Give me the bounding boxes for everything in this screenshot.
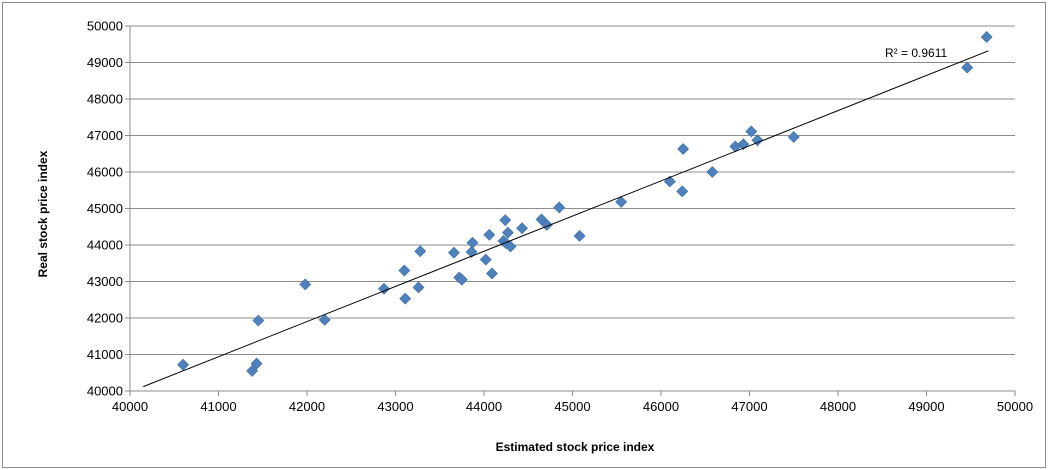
data-point bbox=[677, 143, 690, 155]
x-tick-label: 40000 bbox=[112, 399, 148, 414]
data-point bbox=[751, 134, 764, 147]
data-point bbox=[501, 226, 514, 239]
x-tick-label: 45000 bbox=[554, 399, 590, 414]
x-tick-label: 50000 bbox=[997, 399, 1033, 414]
y-tick-label: 45000 bbox=[87, 201, 123, 216]
data-point bbox=[250, 357, 263, 370]
y-tick-labels: 40000 41000 42000 43000 44000 45000 46000 47000… bbox=[87, 19, 130, 399]
data-point bbox=[177, 358, 190, 371]
data-point bbox=[573, 229, 586, 242]
y-axis-title: Real stock price index bbox=[36, 150, 50, 277]
y-tick-label: 43000 bbox=[87, 274, 123, 289]
data-point bbox=[706, 166, 719, 178]
data-point bbox=[447, 246, 460, 259]
data-point bbox=[398, 264, 411, 277]
y-tick-label: 41000 bbox=[87, 347, 123, 362]
x-tick-label: 48000 bbox=[820, 399, 856, 414]
y-tick-label: 42000 bbox=[87, 311, 123, 326]
data-point bbox=[299, 278, 312, 291]
data-point bbox=[504, 240, 517, 253]
gridlines bbox=[130, 25, 1015, 355]
trendline bbox=[143, 50, 989, 388]
y-tick-label: 47000 bbox=[87, 128, 123, 143]
data-point bbox=[414, 245, 427, 258]
x-tick-label: 41000 bbox=[200, 399, 236, 414]
y-tick-label: 40000 bbox=[87, 384, 123, 399]
data-point bbox=[516, 222, 528, 235]
x-tick-label: 42000 bbox=[289, 399, 325, 414]
data-point bbox=[399, 292, 412, 305]
data-point bbox=[499, 214, 512, 227]
x-tick-label: 44000 bbox=[466, 399, 502, 414]
data-point bbox=[252, 314, 265, 327]
data-point bbox=[479, 253, 492, 266]
x-tick-labels: 40000 41000 42000 43000 44000 45000 46000 47000… bbox=[112, 391, 1033, 414]
x-tick-label: 49000 bbox=[908, 399, 944, 414]
data-points bbox=[177, 31, 993, 377]
x-tick-label: 46000 bbox=[643, 399, 679, 414]
data-point bbox=[318, 313, 331, 326]
x-tick-label: 47000 bbox=[731, 399, 767, 414]
data-point bbox=[615, 196, 628, 208]
y-tick-label: 46000 bbox=[87, 165, 123, 180]
data-point bbox=[553, 201, 566, 214]
data-point bbox=[455, 273, 468, 286]
x-axis-title: Estimated stock price index bbox=[496, 440, 655, 454]
y-tick-label: 49000 bbox=[87, 55, 123, 70]
y-tick-label: 48000 bbox=[87, 92, 123, 107]
data-point bbox=[745, 125, 758, 138]
data-point bbox=[980, 31, 993, 43]
data-point bbox=[486, 267, 498, 280]
data-point bbox=[961, 61, 974, 74]
y-tick-label: 44000 bbox=[87, 238, 123, 253]
y-tick-label: 50000 bbox=[87, 19, 123, 34]
x-tick-label: 43000 bbox=[377, 399, 413, 414]
data-point bbox=[787, 131, 800, 143]
data-point bbox=[246, 365, 259, 377]
r-squared-label: R² = 0.9611 bbox=[885, 46, 947, 60]
data-point bbox=[412, 281, 425, 294]
data-point bbox=[676, 185, 689, 198]
data-point bbox=[466, 236, 479, 249]
data-point bbox=[483, 228, 496, 241]
